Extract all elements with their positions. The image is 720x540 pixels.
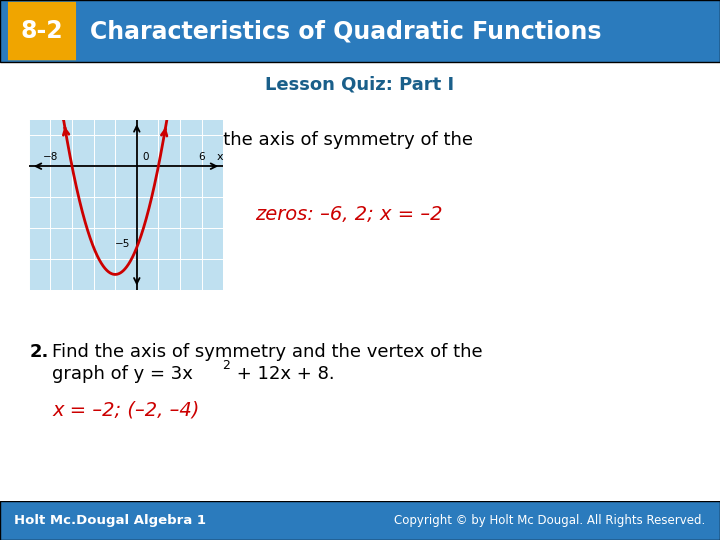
Text: parabola.: parabola. [52,153,138,171]
Text: −5: −5 [115,239,130,248]
Text: x: x [217,152,223,163]
Text: Copyright © by Holt Mc Dougal. All Rights Reserved.: Copyright © by Holt Mc Dougal. All Right… [395,514,706,527]
Text: 2.: 2. [30,342,50,361]
Text: 8-2: 8-2 [21,19,63,43]
Text: + 12x + 8.: + 12x + 8. [231,364,335,383]
Text: Characteristics of Quadratic Functions: Characteristics of Quadratic Functions [90,19,601,43]
FancyBboxPatch shape [0,501,720,540]
FancyBboxPatch shape [0,0,720,62]
Text: 6: 6 [198,152,205,161]
Text: Lesson Quiz: Part I: Lesson Quiz: Part I [266,76,454,93]
Text: x = –2; (–2, –4): x = –2; (–2, –4) [52,401,199,420]
Text: −8: −8 [42,152,58,161]
Text: 0: 0 [142,152,149,161]
Text: graph of y = 3x: graph of y = 3x [52,364,193,383]
Text: 2: 2 [222,359,230,372]
Text: Find the zeros and the axis of symmetry of the: Find the zeros and the axis of symmetry … [52,131,473,149]
Text: Holt Mc.Dougal Algebra 1: Holt Mc.Dougal Algebra 1 [14,514,207,527]
Text: 1.: 1. [30,131,50,149]
Text: zeros: –6, 2; x = –2: zeros: –6, 2; x = –2 [255,205,443,224]
Text: Find the axis of symmetry and the vertex of the: Find the axis of symmetry and the vertex… [52,342,482,361]
FancyBboxPatch shape [8,2,76,60]
